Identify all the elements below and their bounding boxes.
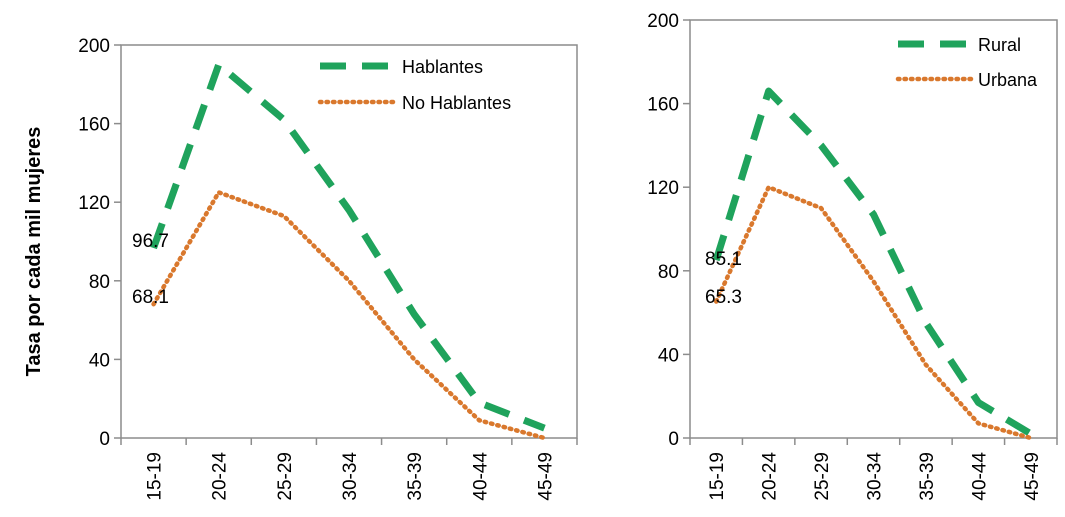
y-tick-label: 80: [89, 272, 110, 293]
data-label: 85.1: [705, 249, 742, 270]
x-tick-label: 20-24: [760, 452, 781, 501]
data-label: 68.1: [132, 287, 169, 308]
data-label: 96.7: [132, 231, 169, 252]
x-tick-label: 40-44: [969, 452, 990, 501]
y-axis-title: Tasa por cada mil mujeres: [23, 127, 45, 377]
y-tick-label: 40: [89, 350, 110, 371]
x-tick-label: 20-24: [210, 452, 231, 501]
x-tick-label: 25-29: [812, 452, 833, 501]
series-line-rural: [712, 87, 1033, 437]
x-tick-label: 40-44: [470, 452, 491, 501]
y-tick-label: 200: [647, 11, 679, 32]
series-line-hablantes: [150, 61, 546, 432]
y-tick-label: 80: [658, 262, 679, 283]
y-tick-label: 200: [78, 36, 110, 57]
y-tick-label: 40: [658, 345, 679, 366]
x-tick-label: 30-34: [340, 452, 361, 501]
legend-label: Rural: [978, 35, 1021, 55]
y-tick-label: 120: [647, 178, 679, 199]
series-line-no-hablantes: [151, 190, 547, 441]
legend-label: No Hablantes: [402, 93, 511, 113]
x-tick-label: 45-49: [1022, 452, 1043, 501]
y-tick-label: 160: [78, 115, 110, 136]
plot-area-frame: [689, 19, 1058, 439]
x-tick-label: 15-19: [707, 452, 728, 501]
chart-left: 0 40 80 120 160 200 15-19 20-24 25-29 30-34 35-39 4…: [23, 36, 578, 501]
x-tick-label: 15-19: [145, 452, 166, 501]
x-tick-label: 45-49: [535, 452, 556, 501]
legend-label: Hablantes: [402, 57, 483, 77]
y-tick-label: 160: [647, 95, 679, 116]
plot-area-frame: [120, 44, 578, 439]
legend-label: Urbana: [978, 70, 1038, 90]
x-tick-label: 35-39: [917, 452, 938, 501]
y-tick-label: 0: [99, 429, 110, 450]
chart-right: 0 40 80 120 160 200 15-19 20-24 25-29 30-34 35-39 4…: [647, 11, 1058, 501]
x-tick-label: 35-39: [405, 452, 426, 501]
x-tick-label: 25-29: [275, 452, 296, 501]
data-label: 65.3: [705, 287, 742, 308]
x-tick-label: 30-34: [865, 452, 886, 501]
y-tick-label: 120: [78, 193, 110, 214]
series-line-urbana: [713, 184, 1034, 441]
y-tick-label: 0: [668, 429, 679, 450]
